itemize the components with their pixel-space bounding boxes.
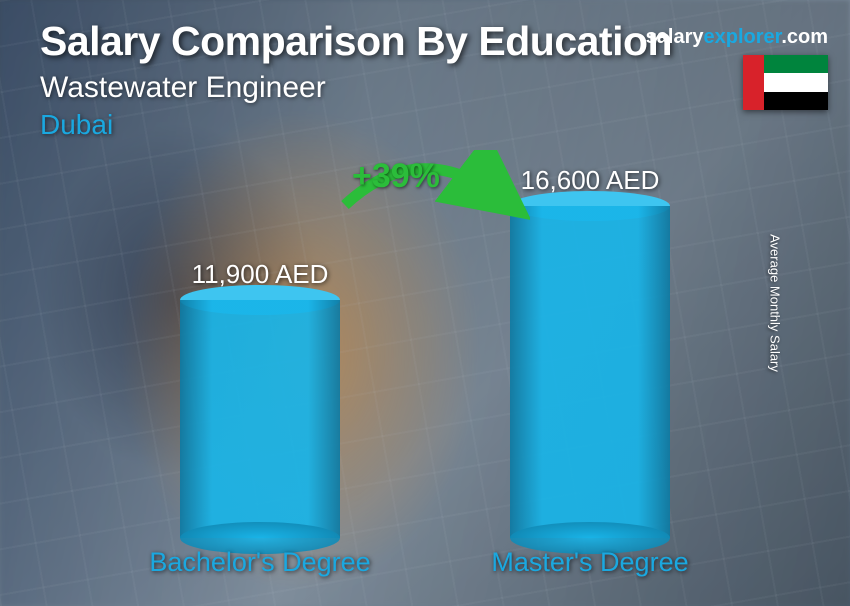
flag-stripe-red	[743, 55, 764, 110]
brand-logo: salaryexplorer.com	[646, 26, 828, 49]
brand-part1: salary	[646, 26, 704, 48]
brand-part2: explorer	[703, 26, 781, 48]
bar-category-label: Bachelor's Degree	[130, 547, 390, 578]
bar-front-face	[180, 300, 340, 538]
y-axis-label: Average Monthly Salary	[768, 234, 783, 372]
bar-front-face	[510, 206, 670, 538]
bar-bachelors: 11,900 AED	[170, 259, 350, 538]
flag-stripe-green	[764, 55, 828, 73]
brand-part3: .com	[781, 26, 828, 48]
bar-shape	[510, 206, 670, 538]
flag-stripe-black	[764, 92, 828, 110]
location-label: Dubai	[40, 109, 830, 141]
flag-stripes	[764, 55, 828, 110]
bar-shape	[180, 300, 340, 538]
flag-stripe-white	[764, 73, 828, 91]
job-title: Wastewater Engineer	[40, 71, 830, 105]
bar-category-label: Master's Degree	[460, 547, 720, 578]
percentage-increase-badge: +39%	[352, 157, 440, 196]
uae-flag-icon	[743, 55, 828, 110]
